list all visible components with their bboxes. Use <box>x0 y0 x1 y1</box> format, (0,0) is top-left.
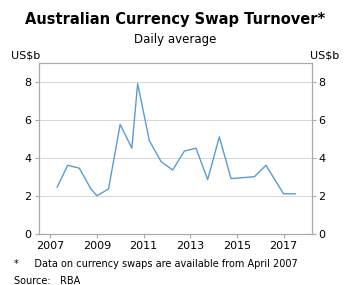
Text: US$b: US$b <box>309 51 339 61</box>
Text: Source:   RBA: Source: RBA <box>14 276 80 285</box>
Text: US$b: US$b <box>11 51 41 61</box>
Text: Daily average: Daily average <box>134 32 216 46</box>
Text: *     Data on currency swaps are available from April 2007: * Data on currency swaps are available f… <box>14 259 298 269</box>
Text: Australian Currency Swap Turnover*: Australian Currency Swap Turnover* <box>25 12 325 27</box>
